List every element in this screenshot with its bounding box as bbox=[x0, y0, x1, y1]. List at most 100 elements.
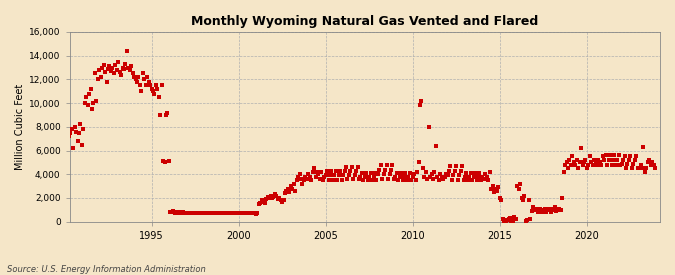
Point bbox=[457, 164, 468, 168]
Point bbox=[487, 184, 498, 188]
Point bbox=[626, 166, 637, 170]
Point bbox=[92, 77, 103, 82]
Point bbox=[206, 211, 217, 216]
Point bbox=[567, 154, 578, 159]
Point bbox=[618, 158, 628, 162]
Point bbox=[275, 198, 286, 203]
Point bbox=[239, 211, 250, 216]
Point bbox=[221, 211, 232, 215]
Point bbox=[422, 177, 433, 181]
Point bbox=[620, 166, 631, 170]
Point bbox=[133, 75, 144, 79]
Point bbox=[396, 171, 406, 175]
Point bbox=[428, 177, 439, 181]
Point bbox=[249, 211, 260, 216]
Point bbox=[149, 91, 160, 96]
Point bbox=[549, 205, 560, 210]
Point bbox=[278, 198, 289, 203]
Point bbox=[138, 71, 148, 76]
Point bbox=[472, 174, 483, 179]
Point bbox=[499, 218, 510, 223]
Point bbox=[325, 173, 335, 178]
Point bbox=[510, 217, 521, 222]
Point bbox=[244, 211, 254, 216]
Point bbox=[348, 177, 358, 181]
Point bbox=[474, 171, 485, 175]
Point bbox=[107, 65, 117, 70]
Point bbox=[200, 211, 211, 216]
Point bbox=[120, 62, 131, 66]
Point bbox=[329, 173, 340, 178]
Point bbox=[438, 177, 449, 181]
Point bbox=[634, 166, 645, 170]
Point bbox=[445, 164, 456, 168]
Point bbox=[196, 211, 207, 215]
Point bbox=[380, 167, 391, 172]
Point bbox=[159, 160, 170, 165]
Point bbox=[284, 190, 295, 194]
Point bbox=[264, 196, 275, 200]
Point bbox=[269, 192, 280, 197]
Point bbox=[345, 169, 356, 173]
Point bbox=[354, 177, 364, 181]
Y-axis label: Million Cubic Feet: Million Cubic Feet bbox=[15, 84, 25, 170]
Point bbox=[113, 59, 124, 64]
Point bbox=[429, 170, 440, 174]
Point bbox=[217, 211, 228, 215]
Point bbox=[436, 174, 447, 179]
Point bbox=[82, 103, 93, 108]
Point bbox=[153, 95, 164, 99]
Point bbox=[136, 89, 146, 94]
Point bbox=[191, 211, 202, 215]
Point bbox=[246, 211, 257, 216]
Point bbox=[339, 169, 350, 173]
Point bbox=[122, 49, 132, 53]
Point bbox=[167, 210, 178, 214]
Point bbox=[177, 211, 188, 215]
Point bbox=[312, 170, 323, 174]
Point bbox=[344, 173, 354, 177]
Point bbox=[332, 178, 343, 182]
Point bbox=[115, 72, 126, 77]
Point bbox=[364, 174, 375, 179]
Point bbox=[152, 87, 163, 91]
Point bbox=[173, 210, 184, 214]
Point bbox=[632, 166, 643, 170]
Point bbox=[281, 189, 292, 193]
Point bbox=[287, 186, 298, 191]
Point bbox=[95, 75, 106, 79]
Point bbox=[349, 173, 360, 177]
Point bbox=[279, 191, 290, 196]
Point bbox=[535, 207, 546, 211]
Point bbox=[190, 211, 200, 215]
Point bbox=[198, 211, 209, 216]
Point bbox=[595, 160, 605, 165]
Point bbox=[161, 113, 171, 117]
Point bbox=[80, 101, 90, 105]
Point bbox=[455, 169, 466, 173]
Point bbox=[580, 158, 591, 162]
Point bbox=[557, 196, 568, 200]
Point bbox=[297, 182, 308, 186]
Point bbox=[448, 173, 459, 178]
Point bbox=[406, 178, 416, 182]
Point bbox=[602, 163, 613, 167]
Point bbox=[484, 170, 495, 174]
Point bbox=[578, 160, 589, 165]
Point bbox=[202, 211, 213, 216]
Point bbox=[439, 174, 450, 179]
Point bbox=[100, 70, 111, 75]
Point bbox=[362, 178, 373, 182]
Point bbox=[88, 101, 99, 105]
Point bbox=[539, 207, 550, 211]
Point bbox=[458, 178, 469, 182]
Point bbox=[615, 163, 626, 167]
Point bbox=[414, 103, 425, 108]
Point bbox=[323, 178, 334, 182]
Point bbox=[389, 177, 400, 181]
Point bbox=[390, 174, 401, 179]
Point bbox=[576, 146, 587, 150]
Point bbox=[148, 89, 159, 94]
Point bbox=[128, 71, 138, 76]
Point bbox=[361, 171, 372, 175]
